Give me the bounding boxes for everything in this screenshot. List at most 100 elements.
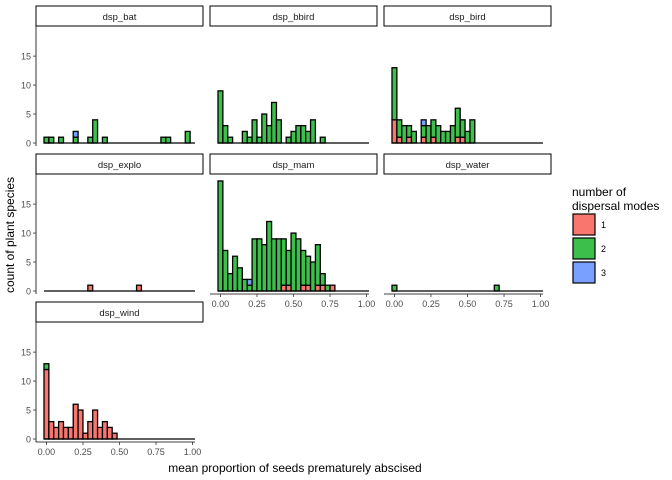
bar-dsp_bbird-bin14-modes2 <box>285 136 292 144</box>
bar-dsp_bbird-bin6-modes2 <box>246 136 253 144</box>
bar-dsp_bat-bin9-modes2 <box>87 136 94 144</box>
bar-dsp_mam-bin21-modes1 <box>319 284 326 292</box>
bar-dsp_wind-bin0-modes1 <box>43 368 50 440</box>
bar-dsp_bat-bin10-modes2 <box>92 119 99 144</box>
bar-dsp_bbird-bin0-modes2 <box>217 90 224 144</box>
facet-panel-dsp_wind: dsp_wind 0 5 10 15 0.00 0.25 0.50 0.75 1.00 <box>21 301 204 457</box>
bar-dsp_bird-bin8-modes1 <box>430 136 437 144</box>
bar-dsp_bird-bin0-modes2 <box>391 67 398 121</box>
bar-dsp_bat-bin0-modes2 <box>43 136 50 144</box>
facet-strip <box>209 153 378 175</box>
legend-key-2 <box>572 237 596 260</box>
histogram-bars <box>87 284 143 292</box>
bar-dsp_bat-bin24-modes2 <box>160 136 167 144</box>
bar-dsp_bbird-bin18-modes2 <box>305 130 312 144</box>
bar-dsp_wind-bin4-modes1 <box>62 426 69 440</box>
legend-key-3 <box>572 261 596 284</box>
y-tick-label: 15 <box>21 200 31 210</box>
x-tick-label: 0.50 <box>111 447 129 457</box>
histogram-bars <box>391 284 500 292</box>
x-tick-label: 0.75 <box>321 299 339 309</box>
y-tick-label: 0 <box>26 139 31 149</box>
bar-dsp_mam-bin12-modes2 <box>275 238 282 292</box>
x-tick-label: 0.25 <box>422 299 440 309</box>
facet-panel-dsp_mam: dsp_mam 0.00 0.25 0.50 0.75 1.00 <box>209 153 378 309</box>
bar-dsp_bat-bin6-modes3 <box>72 130 79 138</box>
x-tick-label: 1.00 <box>532 299 550 309</box>
bar-dsp_explo-bin9-modes1 <box>87 284 94 292</box>
x-tick-label: 0.50 <box>459 299 477 309</box>
bar-dsp_bird-bin0-modes1 <box>391 119 398 144</box>
x-axis-title: mean proportion of seeds prematurely abs… <box>168 461 421 475</box>
bar-dsp_mam-bin17-modes1 <box>300 284 307 292</box>
x-tick-label: 0.00 <box>212 299 230 309</box>
y-tick-label: 15 <box>21 52 31 62</box>
bar-dsp_wind-bin11-modes1 <box>96 426 104 440</box>
bar-dsp_bird-bin6-modes1 <box>420 136 427 144</box>
bar-dsp_bird-bin14-modes1 <box>459 136 466 144</box>
bar-dsp_mam-bin23-modes1 <box>329 284 336 292</box>
legend-title: dispersal modes <box>572 199 659 213</box>
bar-dsp_bird-bin14-modes2 <box>459 119 466 138</box>
bar-dsp_bird-bin6-modes2 <box>420 124 427 138</box>
bar-dsp_wind-bin2-modes1 <box>53 426 60 440</box>
bar-dsp_mam-bin14-modes2 <box>285 249 292 286</box>
bar-dsp_bird-bin13-modes2 <box>454 107 461 138</box>
bar-dsp_wind-bin8-modes1 <box>82 432 89 440</box>
facet-panel-dsp_bird: dsp_bird <box>383 5 552 144</box>
y-axis-title: count of plant species <box>3 177 17 293</box>
y-tick-label: 0 <box>26 287 31 297</box>
histogram-bars <box>43 363 118 440</box>
bar-dsp_bbird-bin12-modes2 <box>275 119 282 144</box>
bar-dsp_bird-bin6-modes3 <box>420 119 427 127</box>
legend-key-1 <box>572 213 596 236</box>
bar-dsp_mam-bin21-modes2 <box>319 272 326 286</box>
bar-dsp_wind-bin3-modes1 <box>57 420 65 440</box>
bar-dsp_mam-bin19-modes2 <box>309 261 317 292</box>
bar-dsp_wind-bin6-modes1 <box>72 403 79 440</box>
bar-dsp_wind-bin12-modes1 <box>101 420 108 440</box>
x-tick-label: 0.25 <box>248 299 266 309</box>
bar-dsp_bat-bin12-modes2 <box>101 136 108 144</box>
bar-dsp_bbird-bin2-modes2 <box>227 136 234 144</box>
facet-strip <box>209 5 378 27</box>
bar-dsp_mam-bin14-modes1 <box>285 284 292 292</box>
bar-dsp_bbird-bin17-modes2 <box>300 124 307 144</box>
bar-dsp_bird-bin12-modes2 <box>449 124 456 144</box>
histogram-bars <box>217 90 326 144</box>
bar-dsp_bird-bin16-modes2 <box>469 119 476 144</box>
facet-strip <box>35 153 204 175</box>
bar-dsp_bbird-bin21-modes2 <box>319 136 326 144</box>
x-tick-label: 1.00 <box>358 299 376 309</box>
facet-strip <box>383 153 552 175</box>
facet-panel-dsp_bbird: dsp_bbird <box>209 5 378 144</box>
bar-dsp_mam-bin1-modes2 <box>222 249 229 292</box>
bar-dsp_bird-bin3-modes2 <box>405 124 413 138</box>
y-tick-label: 10 <box>21 377 31 387</box>
bar-dsp_mam-bin8-modes2 <box>256 238 263 292</box>
bar-dsp_mam-bin2-modes2 <box>227 272 234 292</box>
bar-dsp_mam-bin20-modes2 <box>314 244 321 286</box>
bar-dsp_bird-bin9-modes2 <box>435 124 442 144</box>
bar-dsp_wind-bin5-modes1 <box>67 426 74 440</box>
bar-dsp_mam-bin3-modes2 <box>231 255 239 292</box>
bar-dsp_bird-bin7-modes2 <box>425 124 432 144</box>
bar-dsp_bbird-bin1-modes2 <box>222 124 229 144</box>
y-tick-label: 5 <box>26 258 31 268</box>
y-tick-label: 15 <box>21 348 31 358</box>
bar-dsp_wind-bin1-modes1 <box>48 420 55 440</box>
bar-dsp_bbird-bin10-modes2 <box>266 124 273 144</box>
bar-dsp_water-bin21-modes2 <box>493 284 500 292</box>
y-tick-label: 10 <box>21 229 31 239</box>
bar-dsp_wind-bin7-modes1 <box>77 409 84 440</box>
bar-dsp_bbird-bin9-modes2 <box>261 113 268 144</box>
bar-dsp_mam-bin15-modes2 <box>290 232 297 292</box>
x-tick-label: 0.25 <box>74 447 92 457</box>
bar-dsp_bird-bin1-modes1 <box>396 136 403 144</box>
legend-label-1: 1 <box>601 220 606 230</box>
x-tick-label: 0.50 <box>285 299 303 309</box>
bar-dsp_mam-bin22-modes2 <box>324 284 331 292</box>
bar-dsp_mam-bin9-modes2 <box>261 244 268 292</box>
bar-dsp_mam-bin0-modes2 <box>217 180 224 292</box>
